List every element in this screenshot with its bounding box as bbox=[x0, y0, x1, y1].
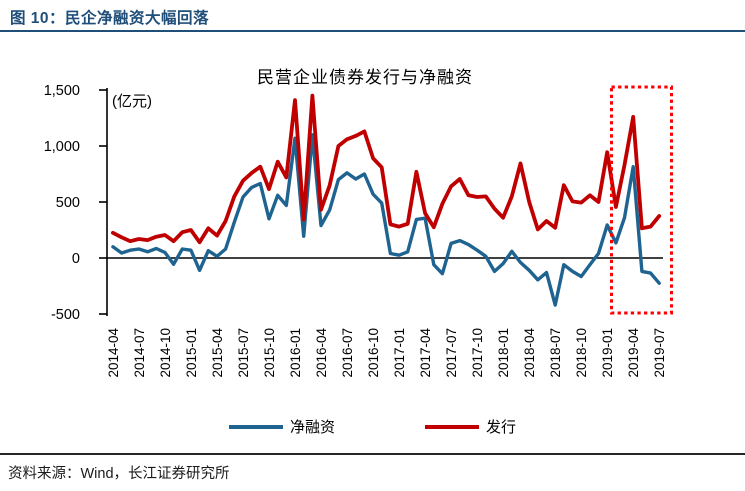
net-financing-line bbox=[111, 133, 661, 307]
x-tick-label: 2015-10 bbox=[262, 328, 277, 378]
chart-legend: 净融资 发行 bbox=[0, 416, 745, 437]
footer-divider bbox=[0, 453, 745, 455]
x-tick-label: 2018-07 bbox=[548, 328, 563, 378]
source-note: 资料来源：Wind，长江证券研究所 bbox=[8, 466, 230, 482]
x-tick-label: 2019-01 bbox=[600, 328, 615, 378]
x-tick-label: 2014-07 bbox=[132, 328, 147, 378]
y-tick-label: 0 bbox=[72, 251, 80, 267]
header-divider bbox=[0, 30, 745, 32]
x-tick-label: 2019-07 bbox=[652, 328, 667, 378]
x-tick-label: 2016-10 bbox=[366, 328, 381, 378]
highlight-box bbox=[610, 85, 673, 315]
y-tick-label: 500 bbox=[56, 195, 80, 211]
legend-swatch-issuance bbox=[425, 424, 479, 429]
legend-swatch-net-financing bbox=[228, 424, 283, 429]
legend-item-net-financing: 净融资 bbox=[228, 416, 335, 437]
x-tick-label: 2015-01 bbox=[184, 328, 199, 378]
x-tick-label: 2014-04 bbox=[106, 328, 121, 378]
x-tick-label: 2019-04 bbox=[626, 328, 641, 378]
x-tick-label: 2016-01 bbox=[288, 328, 303, 378]
x-tick-label: 2017-04 bbox=[418, 328, 433, 378]
x-tick-label: 2014-10 bbox=[158, 328, 173, 378]
x-tick-label: 2018-01 bbox=[496, 328, 511, 378]
x-tick-label: 2016-07 bbox=[340, 328, 355, 378]
x-tick-label: 2018-10 bbox=[574, 328, 589, 378]
x-tick-label: 2017-07 bbox=[444, 328, 459, 378]
legend-label-issuance: 发行 bbox=[486, 419, 517, 436]
axis-unit-label: (亿元) bbox=[112, 93, 152, 110]
x-tick-label: 2016-04 bbox=[314, 328, 329, 378]
chart-title: 民营企业债券发行与净融资 bbox=[257, 68, 473, 87]
y-tick-label: 1,500 bbox=[44, 83, 80, 99]
x-tick-label: 2017-10 bbox=[470, 328, 485, 378]
legend-item-issuance: 发行 bbox=[425, 416, 516, 437]
y-tick-label: 1,000 bbox=[44, 139, 80, 155]
x-tick-label: 2015-07 bbox=[236, 328, 251, 378]
x-tick-label: 2018-04 bbox=[522, 328, 537, 378]
legend-label-net-financing: 净融资 bbox=[289, 419, 335, 436]
y-tick-label: -500 bbox=[51, 307, 80, 323]
x-tick-label: 2015-04 bbox=[210, 328, 225, 378]
issuance-line bbox=[111, 93, 662, 245]
x-tick-label: 2017-01 bbox=[392, 328, 407, 378]
figure-title: 图 10：民企净融资大幅回落 bbox=[10, 10, 210, 27]
